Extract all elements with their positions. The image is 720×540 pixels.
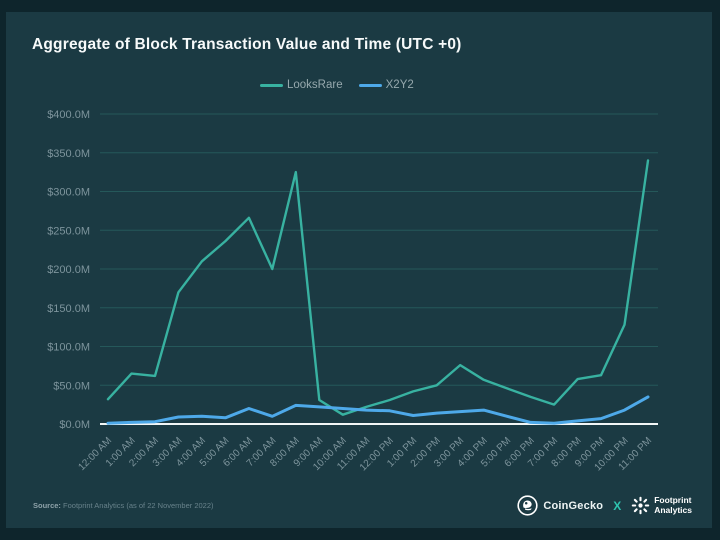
coingecko-brand: CoinGecko: [517, 495, 603, 516]
y-axis-tick-label: $0.0M: [59, 419, 90, 431]
legend-item-looksrare[interactable]: LooksRare: [260, 79, 343, 91]
y-axis-tick-label: $50.0M: [53, 380, 90, 392]
x-axis-tick-label: 12:00 AM: [76, 435, 114, 473]
looksrare-swatch-icon: [260, 83, 283, 87]
legend-label-looksrare: LooksRare: [287, 79, 343, 91]
chart-title: Aggregate of Block Transaction Value and…: [32, 36, 462, 53]
brand-separator-x: X: [613, 498, 622, 513]
x2y2-series-line[interactable]: [106, 395, 650, 425]
y-axis-tick-label: $300.0M: [47, 187, 90, 199]
looksrare-series-line[interactable]: [106, 159, 650, 416]
legend-label-x2y2: X2Y2: [385, 79, 414, 91]
y-axis-tick-label: $350.0M: [47, 148, 90, 160]
y-axis-tick-label: $200.0M: [47, 264, 90, 276]
footprint-logo-icon: [631, 496, 650, 515]
coingecko-logo-icon: [517, 495, 538, 516]
coingecko-label: CoinGecko: [543, 499, 604, 512]
y-axis-tick-label: $250.0M: [47, 225, 90, 237]
footer-brands: CoinGecko X Footprint Analytics: [517, 495, 692, 516]
slide-background: [6, 12, 712, 528]
y-axis-tick-label: $100.0M: [47, 342, 90, 354]
footprint-label-line1: Footprint: [654, 495, 692, 506]
y-axis-tick-label: $150.0M: [47, 303, 90, 315]
source-text: Footprint Analytics (as of 22 November 2…: [60, 501, 214, 510]
source-label: Source:: [33, 501, 61, 510]
source-note: Source: Footprint Analytics (as of 22 No…: [33, 501, 214, 510]
y-axis-tick-label: $400.0M: [47, 109, 90, 121]
footprint-label-line2: Analytics: [654, 504, 692, 515]
x2y2-swatch-icon: [358, 83, 382, 87]
chart-legend: LooksRare X2Y2: [260, 79, 414, 91]
footprint-brand: Footprint Analytics: [631, 495, 692, 515]
legend-item-x2y2[interactable]: X2Y2: [358, 79, 414, 91]
footprint-label: Footprint Analytics: [654, 495, 692, 515]
